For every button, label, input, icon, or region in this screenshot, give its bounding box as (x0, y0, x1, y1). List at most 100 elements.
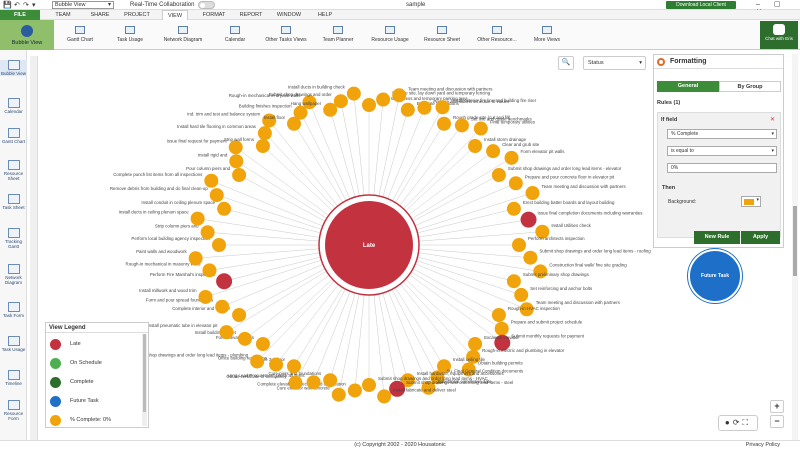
center-bubble-late[interactable] (325, 201, 413, 289)
operator-select[interactable]: is equal to (667, 146, 777, 156)
task-bubble[interactable] (190, 211, 205, 226)
task-bubble[interactable] (400, 373, 415, 388)
task-bubble[interactable] (437, 359, 451, 374)
sidebar-item-resource-form[interactable]: Resource Form (0, 400, 27, 421)
task-bubble[interactable] (512, 238, 526, 252)
ribbon-other-resource[interactable]: Other Resource... (472, 20, 522, 50)
task-bubble[interactable] (237, 331, 252, 346)
sidebar-item-task-form[interactable]: Task Form (0, 302, 27, 318)
task-bubble[interactable] (506, 274, 521, 289)
task-bubble[interactable] (491, 308, 506, 322)
task-bubble[interactable] (346, 86, 361, 101)
task-bubble[interactable] (232, 168, 247, 182)
task-bubble[interactable] (362, 378, 376, 392)
right-scrollbar[interactable] (792, 54, 798, 440)
task-bubble[interactable] (461, 362, 476, 377)
bubble-view-button[interactable]: Bubble View (0, 20, 54, 50)
sidebar-item-tracking-gantt[interactable]: Tracking Gantt (0, 228, 27, 249)
sidebar-item-gantt-chart[interactable]: Gantt Chart (0, 128, 27, 144)
download-client-button[interactable]: Download Local Client (666, 1, 736, 9)
sidebar-item-network-diagram[interactable]: Network Diagram (0, 264, 27, 285)
rtc-toggle[interactable] (198, 1, 215, 9)
task-bubble[interactable] (212, 238, 226, 252)
save-icon[interactable]: 💾 (3, 2, 12, 9)
task-bubble[interactable] (437, 116, 451, 131)
task-bubble-late[interactable] (520, 211, 537, 228)
task-bubble[interactable] (331, 387, 346, 402)
search-button[interactable]: 🔍 (558, 56, 574, 70)
task-bubble[interactable] (508, 176, 523, 191)
menu-help[interactable]: HELP (317, 12, 333, 18)
redo-icon[interactable]: ↷ (23, 2, 29, 9)
ribbon-other-tasks-views[interactable]: Other Tasks Views (264, 20, 308, 50)
zoom-in-button[interactable]: + (770, 400, 784, 413)
sidebar-item-calendar[interactable]: Calendar (0, 98, 27, 114)
chat-button[interactable]: Chat with Eris (760, 21, 798, 49)
sidebar-item-task-usage[interactable]: Task Usage (0, 336, 27, 352)
task-bubble[interactable] (400, 102, 415, 117)
task-bubble[interactable] (504, 150, 519, 165)
task-bubble[interactable] (257, 126, 272, 141)
task-bubble[interactable] (255, 139, 270, 154)
task-bubble[interactable] (250, 354, 265, 369)
task-bubble[interactable] (377, 389, 392, 404)
task-bubble[interactable] (287, 116, 301, 131)
ribbon-resource-sheet[interactable]: Resource Sheet (420, 20, 464, 50)
task-bubble[interactable] (347, 383, 362, 398)
task-bubble[interactable] (202, 263, 217, 278)
view-controls[interactable]: ●⟳⛶ (718, 415, 758, 431)
future-task-bubble[interactable]: Future Task (688, 249, 742, 303)
task-bubble[interactable] (491, 168, 506, 182)
status-select[interactable]: Status (583, 56, 646, 70)
task-bubble[interactable] (473, 121, 488, 136)
menu-team[interactable]: TEAM (55, 12, 71, 18)
task-bubble[interactable] (287, 359, 301, 374)
task-bubble[interactable] (306, 375, 321, 390)
ribbon-network-diagram[interactable]: Network Diagram (160, 20, 206, 50)
ribbon-gantt-chart[interactable]: Gantt Chart (62, 20, 98, 50)
tab-by-group[interactable]: By Group (719, 81, 781, 92)
value-input[interactable]: 0% (667, 163, 777, 173)
task-bubble[interactable] (323, 102, 338, 117)
sidebar-item-task-sheet[interactable]: Task Sheet (0, 194, 27, 210)
task-bubble[interactable] (188, 251, 203, 266)
task-bubble[interactable] (468, 336, 483, 351)
task-bubble[interactable] (486, 144, 501, 159)
zoom-out-button[interactable]: − (770, 415, 784, 428)
task-bubble[interactable] (219, 325, 234, 340)
task-bubble[interactable] (229, 154, 244, 169)
task-bubble[interactable] (217, 201, 232, 216)
task-bubble[interactable] (376, 92, 391, 107)
menu-file[interactable]: FILE (0, 10, 40, 20)
ribbon-resource-usage[interactable]: Resource Usage (368, 20, 412, 50)
task-bubble[interactable] (288, 375, 303, 390)
customize-icon[interactable]: ▾ (32, 2, 36, 9)
ribbon-task-usage[interactable]: Task Usage (114, 20, 146, 50)
menu-share[interactable]: SHARE (90, 12, 110, 18)
sidebar-item-resource-sheet[interactable]: Resource Sheet (0, 160, 27, 181)
bubble-canvas[interactable]: Stone site access and temporary parking … (40, 50, 653, 440)
background-color-picker[interactable] (741, 196, 761, 207)
ribbon-team-planner[interactable]: Team Planner (318, 20, 358, 50)
sidebar-item-timeline[interactable]: Timeline (0, 370, 27, 386)
tab-general[interactable]: General (657, 81, 719, 92)
apply-button[interactable]: Apply (741, 231, 780, 244)
task-bubble[interactable] (533, 264, 548, 279)
legend-scrollbar[interactable] (142, 334, 147, 426)
sidebar-scrollbar[interactable] (30, 56, 38, 440)
task-bubble-late[interactable] (389, 380, 406, 397)
task-bubble[interactable] (269, 357, 284, 372)
refresh-icon[interactable]: ⟳ (732, 418, 743, 427)
task-bubble[interactable] (255, 336, 270, 351)
delete-rule-icon[interactable]: ✕ (769, 117, 775, 123)
view-select[interactable]: Bubble View (52, 1, 114, 9)
task-bubble[interactable] (535, 224, 550, 239)
privacy-policy-link[interactable]: Privacy Policy (745, 442, 780, 448)
center-icon[interactable]: ● (724, 418, 733, 427)
task-bubble[interactable] (417, 100, 432, 115)
task-bubble[interactable] (333, 94, 348, 109)
task-bubble[interactable] (262, 113, 277, 128)
ribbon-more-views[interactable]: More Views (530, 20, 564, 50)
bubble-network[interactable]: Stone site access and temporary parking … (40, 50, 653, 440)
task-bubble-late[interactable] (494, 334, 511, 351)
